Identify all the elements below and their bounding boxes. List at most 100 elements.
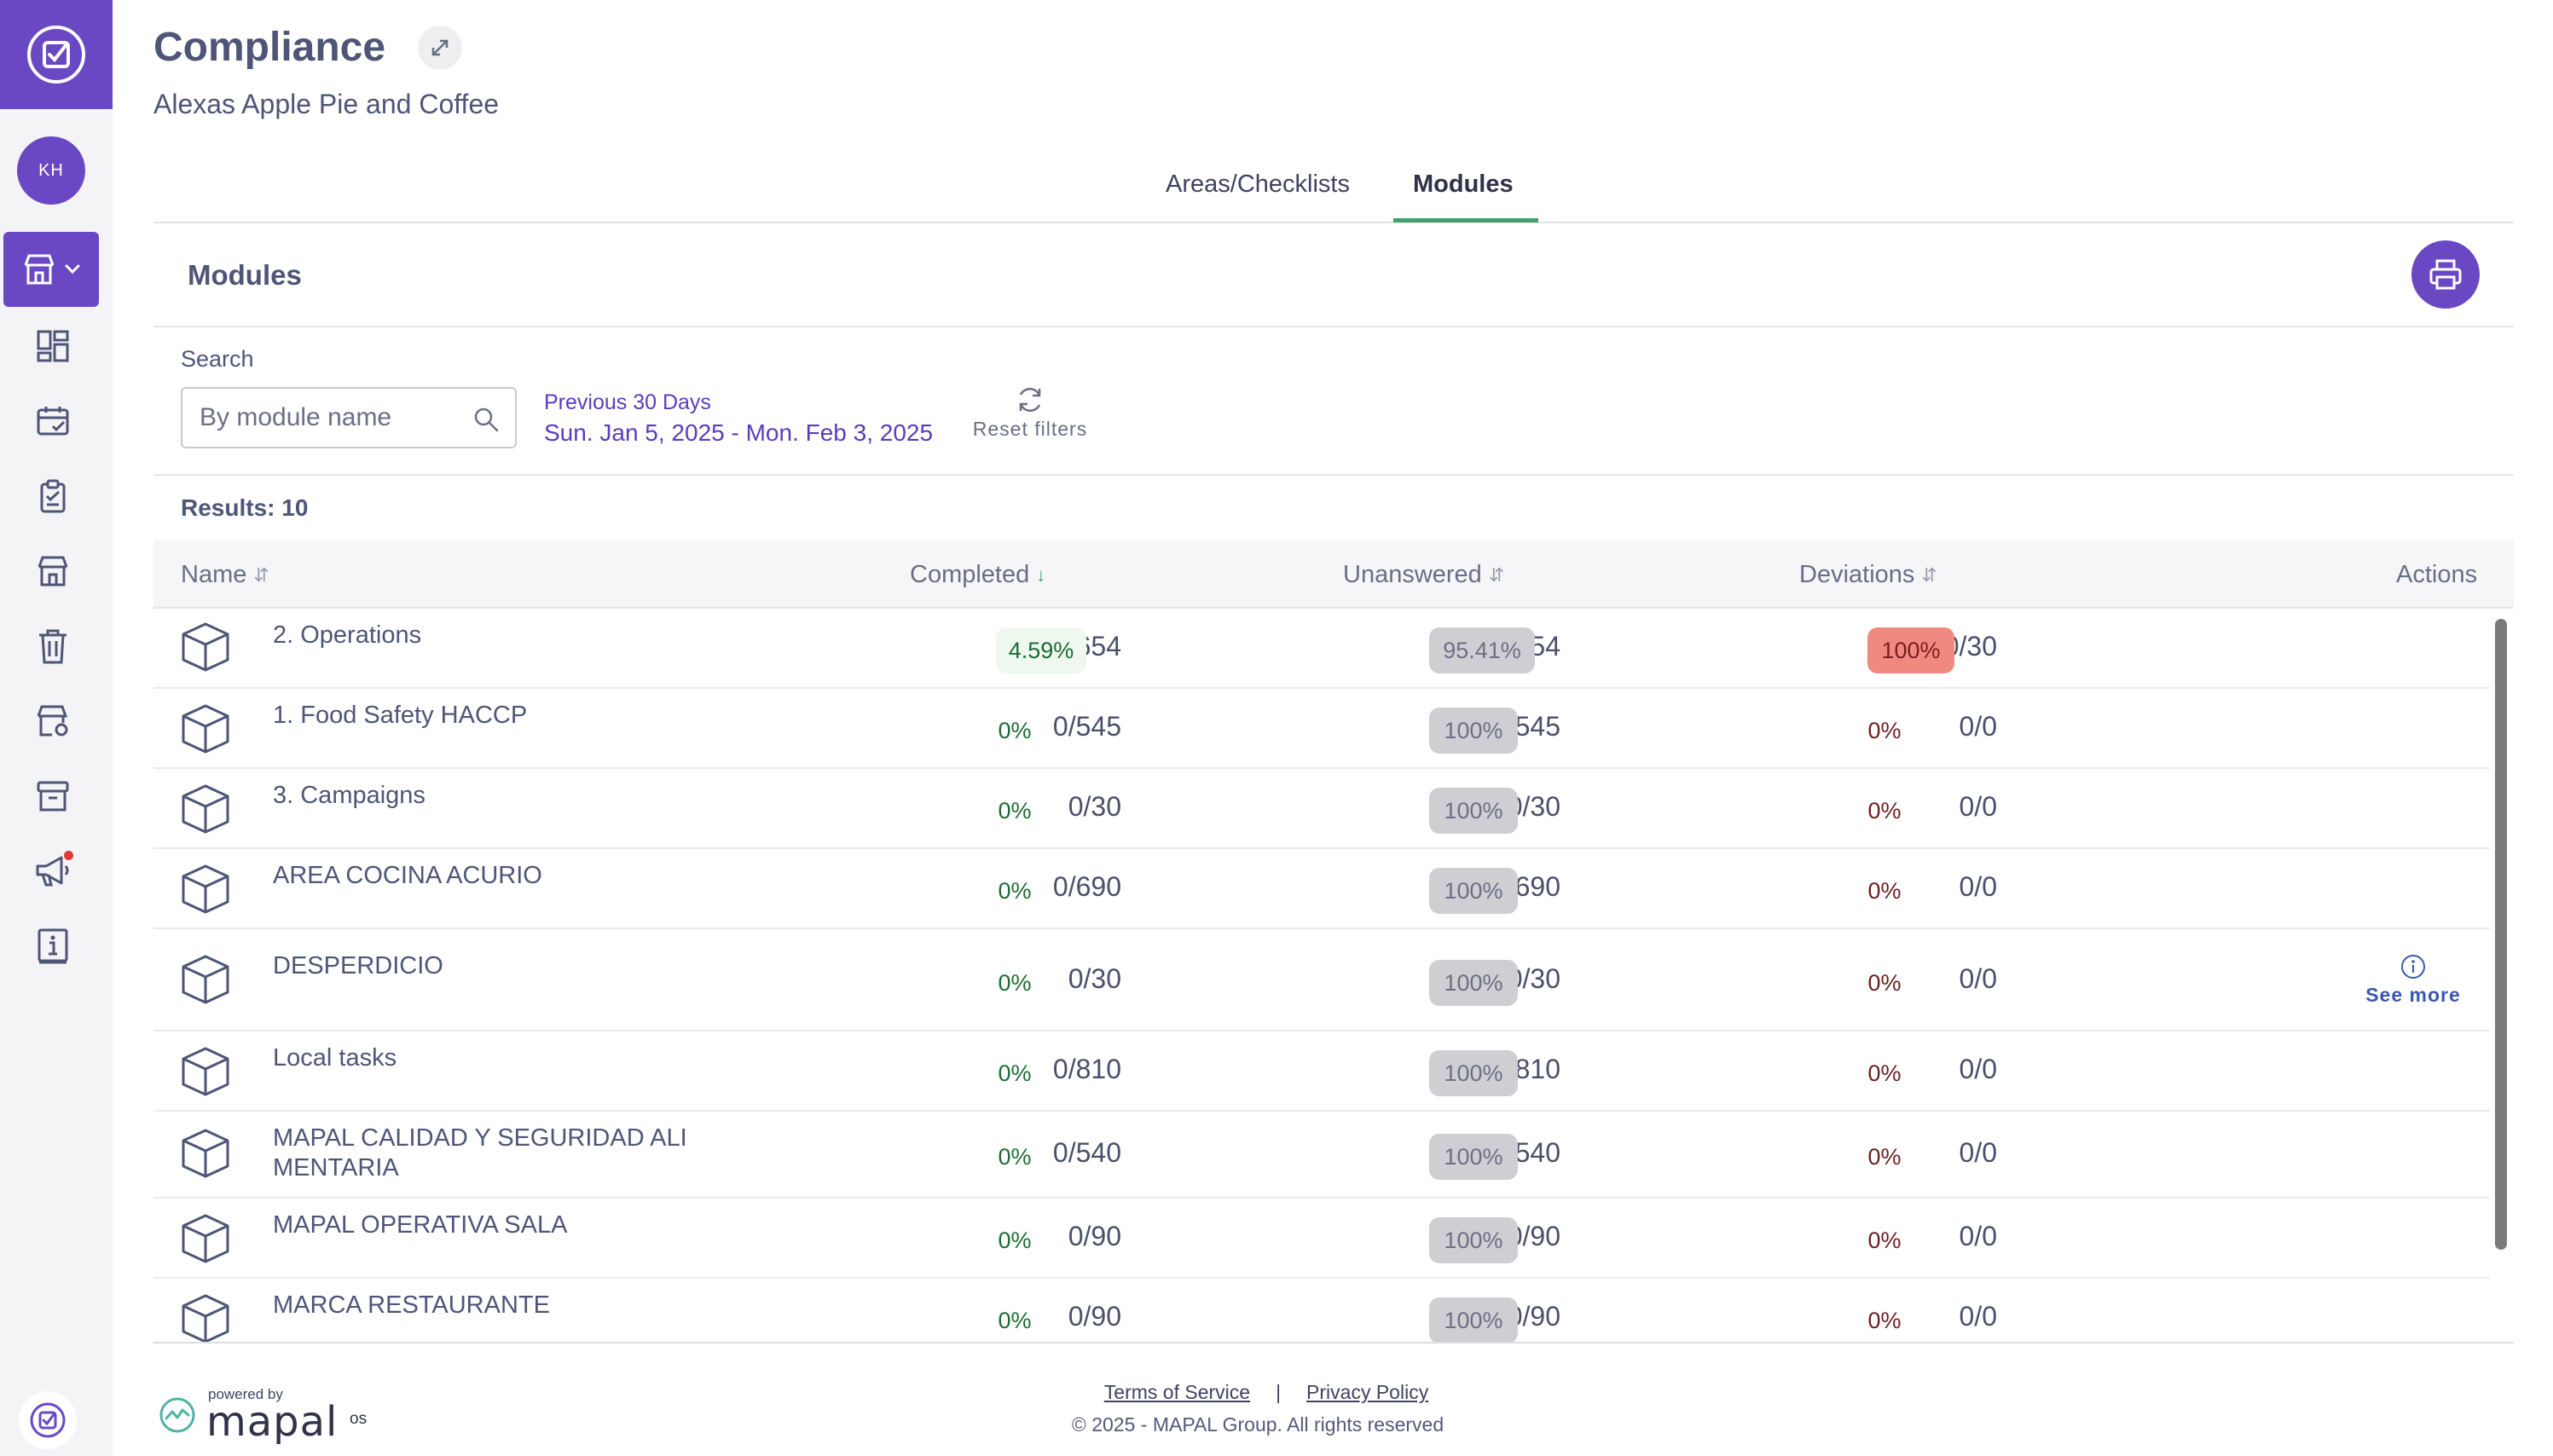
completed-percent: 0% (998, 798, 1032, 823)
expand-button[interactable] (418, 26, 462, 70)
module-name[interactable]: Local tasks (273, 1044, 397, 1072)
nav-info[interactable] (32, 926, 73, 967)
refresh-icon (1019, 388, 1041, 412)
module-cube-icon (182, 1129, 229, 1178)
calendar-check-icon (37, 407, 69, 436)
nav-store-settings[interactable] (32, 701, 73, 742)
table-row[interactable]: 2. Operations 30/654 4.59% 624/654 95.41… (153, 609, 2490, 689)
tab-modules[interactable]: Modules (1413, 170, 1514, 198)
completed-count: 0/30 (1068, 791, 1121, 822)
deviations-percent: 0% (1867, 1060, 1902, 1086)
unanswered-percent: 100% (1429, 1134, 1518, 1180)
deviations-percent: 0% (1867, 1308, 1902, 1333)
store-icon (24, 254, 55, 285)
search-input[interactable] (200, 389, 455, 447)
module-cube-icon (182, 1214, 229, 1263)
bottom-app-logo[interactable] (19, 1391, 77, 1449)
info-icon (38, 928, 68, 964)
module-name[interactable]: AREA COCINA ACURIO (273, 862, 542, 889)
module-name[interactable]: 2. Operations (273, 621, 422, 649)
completed-count: 0/540 (1052, 1137, 1121, 1168)
deviations-count: 0/0 (1959, 1301, 1997, 1332)
location-name: Alexas Apple Pie and Coffee (153, 89, 500, 119)
completed-percent: 0% (998, 1060, 1032, 1086)
column-header-name[interactable]: Name ⇵ (181, 561, 269, 589)
deviations-percent: 0% (1867, 718, 1902, 743)
page-title: Compliance (153, 25, 386, 70)
module-cube-icon (182, 622, 229, 672)
unanswered-percent: 100% (1429, 960, 1518, 1006)
column-header-deviations[interactable]: Deviations ⇵ (1799, 561, 1937, 589)
tab-areas-checklists[interactable]: Areas/Checklists (1166, 170, 1350, 198)
deviations-count: 0/0 (1959, 711, 1997, 742)
sort-descending-icon: ↓ (1036, 563, 1046, 586)
table-row[interactable]: AREA COCINA ACURIO 0/690 0% 690/690 100%… (153, 849, 2490, 929)
module-name[interactable]: 3. Campaigns (273, 782, 426, 809)
info-circle-icon (2401, 955, 2425, 979)
module-name[interactable]: MAPAL CALIDAD Y SEGURIDAD ALI MENTARIA (273, 1124, 687, 1182)
see-more-button[interactable]: See more (2345, 953, 2481, 1007)
column-unanswered-label: Unanswered (1343, 561, 1482, 588)
completed-percent: 4.59% (996, 627, 1086, 673)
completed-count: 0/30 (1068, 963, 1121, 994)
table-row[interactable]: MARCA RESTAURANTE 0/90 0% 90/90 100% 0/0… (153, 1279, 2490, 1342)
notification-dot (64, 851, 73, 860)
completed-percent: 0% (998, 718, 1032, 743)
tabs-divider (153, 222, 2514, 223)
table-row[interactable]: 1. Food Safety HACCP 0/545 0% 545/545 10… (153, 689, 2490, 769)
table-bottom-border (153, 1342, 2514, 1343)
copyright: © 2025 - MAPAL Group. All rights reserve… (1071, 1413, 1444, 1436)
avatar[interactable]: KH (17, 136, 85, 205)
column-deviations-label: Deviations (1799, 561, 1915, 588)
completed-count: 0/545 (1052, 711, 1121, 742)
archive-icon (37, 781, 69, 812)
nav-archive[interactable] (32, 776, 73, 817)
nav-locations[interactable] (32, 551, 73, 592)
search-label: Search (181, 346, 254, 372)
date-period-label[interactable]: Previous 30 Days (544, 390, 711, 414)
table-row[interactable]: DESPERDICIO 0/30 0% 30/30 100% 0/0 0% Se… (153, 929, 2490, 1031)
printer-icon (2429, 259, 2462, 290)
print-button[interactable] (2411, 240, 2480, 309)
location-switcher-button[interactable] (3, 232, 99, 307)
column-header-unanswered[interactable]: Unanswered ⇵ (1343, 561, 1504, 589)
module-name[interactable]: MAPAL OPERATIVA SALA (273, 1211, 568, 1239)
completed-count: 0/690 (1052, 871, 1121, 902)
table-row[interactable]: MAPAL CALIDAD Y SEGURIDAD ALI MENTARIA 0… (153, 1112, 2490, 1199)
nav-waste[interactable] (32, 626, 73, 667)
brand-name: mapal (206, 1398, 339, 1446)
privacy-policy-link[interactable]: Privacy Policy (1306, 1381, 1429, 1403)
nav-schedule[interactable] (32, 401, 73, 442)
check-square-logo-icon (27, 26, 85, 84)
reset-filters-button[interactable]: Reset filters (964, 385, 1097, 441)
megaphone-icon (36, 856, 69, 887)
deviations-percent: 0% (1867, 1144, 1902, 1170)
table-row[interactable]: 3. Campaigns 0/30 0% 30/30 100% 0/0 0% (153, 769, 2490, 849)
date-range-picker[interactable]: Sun. Jan 5, 2025 - Mon. Feb 3, 2025 (544, 419, 934, 446)
dashboard-icon (37, 330, 69, 362)
column-header-actions: Actions (2396, 561, 2477, 589)
expand-icon (431, 39, 449, 56)
nav-announcements[interactable] (32, 851, 73, 892)
app-logo[interactable] (0, 0, 113, 109)
module-cube-icon (182, 864, 229, 914)
section-title: Modules (188, 259, 302, 291)
sidebar: KH (0, 0, 113, 1456)
module-name[interactable]: MARCA RESTAURANTE (273, 1291, 550, 1319)
nav-checklists[interactable] (32, 476, 73, 517)
deviations-count: 0/0 (1959, 871, 1997, 902)
terms-of-service-link[interactable]: Terms of Service (1103, 1381, 1251, 1403)
unanswered-percent: 100% (1429, 1050, 1518, 1096)
table-body: 2. Operations 30/654 4.59% 624/654 95.41… (153, 609, 2490, 1342)
section-divider (153, 326, 2514, 327)
module-name[interactable]: 1. Food Safety HACCP (273, 702, 528, 729)
table-scrollbar[interactable] (2495, 619, 2507, 1250)
table-row[interactable]: Local tasks 0/810 0% 810/810 100% 0/0 0% (153, 1031, 2490, 1112)
column-header-completed[interactable]: Completed ↓ (910, 561, 1045, 589)
module-name[interactable]: DESPERDICIO (273, 952, 443, 979)
unanswered-percent: 100% (1429, 708, 1518, 754)
table-row[interactable]: MAPAL OPERATIVA SALA 0/90 0% 90/90 100% … (153, 1199, 2490, 1279)
sort-icon: ⇵ (253, 563, 269, 586)
search-icon[interactable] (472, 406, 500, 433)
nav-dashboard[interactable] (32, 326, 73, 367)
